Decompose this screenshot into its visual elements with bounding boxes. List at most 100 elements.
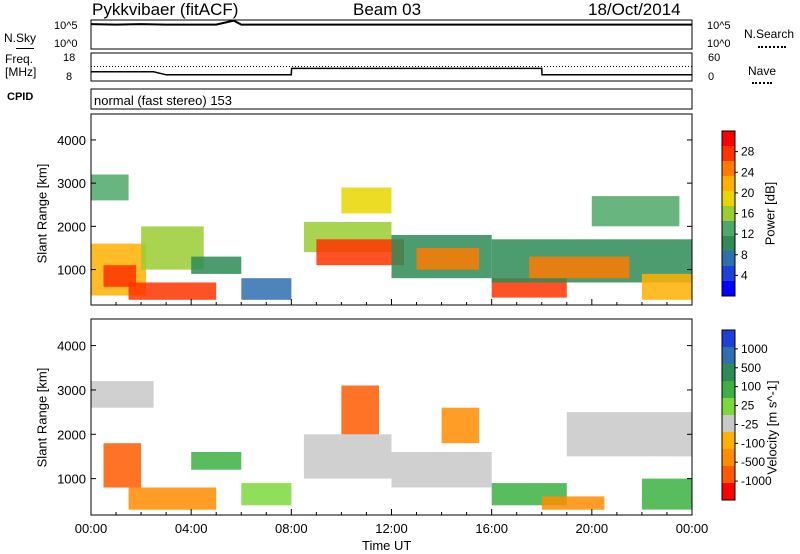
cpid-frame bbox=[90, 88, 693, 110]
power-data-band-14 bbox=[529, 256, 630, 279]
velocity-colorbar-seg-0 bbox=[722, 330, 735, 348]
x-tick-label-3: 12:00 bbox=[375, 521, 408, 536]
power-colorbar-seg-8 bbox=[722, 251, 735, 267]
nsearch-label: N.Search bbox=[744, 27, 795, 41]
velocity-colorbar-seg-5 bbox=[722, 415, 735, 433]
nsky-legend-line bbox=[16, 48, 34, 49]
power-data-band-3 bbox=[128, 282, 217, 300]
power-colorbar-seg-1 bbox=[722, 146, 735, 162]
nsky-tick-bottom: 10^0 bbox=[54, 38, 78, 50]
velocity-ytick-label-2000: 2000 bbox=[57, 427, 86, 442]
power-colorbar-seg-0 bbox=[722, 131, 735, 147]
cpid-value: normal (fast stereo) 153 bbox=[94, 93, 233, 108]
beam-title: Beam 03 bbox=[353, 0, 422, 19]
velocity-colorbar-label-1: 500 bbox=[741, 361, 761, 375]
velocity-colorbar-seg-6 bbox=[722, 432, 735, 450]
power-colorbar-seg-6 bbox=[722, 221, 735, 237]
nsky-tick-top: 10^5 bbox=[54, 20, 78, 32]
power-colorbar-label-4: 12 bbox=[741, 227, 755, 241]
velocity-data-band-2 bbox=[128, 487, 217, 510]
power-ytick-label-4000: 4000 bbox=[57, 133, 86, 148]
x-tick-label-1: 04:00 bbox=[175, 521, 208, 536]
power-data-band-12 bbox=[491, 278, 567, 298]
nave-tick-top: 60 bbox=[708, 52, 721, 64]
velocity-data-band-8 bbox=[441, 407, 480, 444]
nsky-label: N.Sky bbox=[4, 31, 37, 45]
power-data-band-11 bbox=[416, 248, 480, 270]
velocity-data-band-12 bbox=[641, 478, 692, 510]
velocity-colorbar-label-4: -25 bbox=[741, 417, 759, 431]
x-tick-label-4: 16:00 bbox=[475, 521, 508, 536]
velocity-ytick-label-1000: 1000 bbox=[57, 472, 86, 487]
nsearch-legend-line bbox=[758, 46, 786, 48]
power-colorbar-seg-2 bbox=[722, 161, 735, 177]
power-colorbar-label-1: 24 bbox=[741, 165, 755, 179]
velocity-colorbar-frame bbox=[721, 329, 736, 501]
date-title: 18/Oct/2014 bbox=[588, 0, 681, 19]
velocity-colorbar-label-5: -100 bbox=[741, 436, 765, 450]
velocity-ytick-label-3000: 3000 bbox=[57, 383, 86, 398]
power-colorbar-seg-4 bbox=[722, 191, 735, 207]
velocity-colorbar-seg-8 bbox=[722, 466, 735, 484]
power-data-band-9 bbox=[341, 187, 392, 214]
power-data-band-15 bbox=[591, 196, 680, 227]
power-data-band-16 bbox=[641, 273, 692, 300]
velocity-colorbar-seg-7 bbox=[722, 449, 735, 467]
x-axis-label: Time UT bbox=[362, 538, 412, 553]
velocity-colorbar-seg-9 bbox=[722, 483, 735, 501]
freq-tick-bottom: 8 bbox=[66, 71, 73, 83]
x-tick-label-5: 20:00 bbox=[576, 521, 609, 536]
velocity-data-band-3 bbox=[191, 452, 242, 470]
nave-label: Nave bbox=[748, 64, 777, 78]
velocity-data-band-7 bbox=[391, 452, 492, 488]
power-colorbar-label-2: 20 bbox=[741, 186, 755, 200]
velocity-colorbar-seg-3 bbox=[722, 381, 735, 399]
velocity-colorbar-seg-1 bbox=[722, 347, 735, 365]
velocity-data-band-1 bbox=[103, 443, 142, 488]
power-colorbar-label-3: 16 bbox=[741, 207, 755, 221]
velocity-data-band-5 bbox=[303, 434, 392, 479]
power-colorbar-label-5: 8 bbox=[741, 248, 748, 262]
power-colorbar-seg-10 bbox=[722, 281, 735, 297]
power-colorbar-seg-5 bbox=[722, 206, 735, 222]
cpid-label: CPID bbox=[7, 91, 34, 103]
power-ytick-label-3000: 3000 bbox=[57, 176, 86, 191]
x-tick-label-0: 00:00 bbox=[75, 521, 108, 536]
velocity-data-band-10 bbox=[541, 496, 605, 510]
power-colorbar-label-0: 28 bbox=[741, 145, 755, 159]
velocity-colorbar-label-0: 1000 bbox=[741, 342, 768, 356]
nsky-series-line bbox=[90, 19, 692, 26]
freq-unit-label: [MHz] bbox=[5, 65, 37, 79]
power-data-band-2 bbox=[91, 174, 129, 201]
nave-legend-line bbox=[752, 82, 772, 84]
power-colorbar-label-6: 4 bbox=[741, 268, 748, 282]
velocity-colorbar-label-7: -1000 bbox=[741, 474, 772, 488]
velocity-colorbar-label-6: -500 bbox=[741, 455, 765, 469]
nsearch-tick-bottom: 10^0 bbox=[707, 38, 731, 50]
velocity-colorbar-label-2: 100 bbox=[741, 380, 761, 394]
velocity-ytick-label-4000: 4000 bbox=[57, 339, 86, 354]
velocity-colorbar-seg-2 bbox=[722, 364, 735, 382]
power-ytick-label-1000: 1000 bbox=[57, 263, 86, 278]
velocity-data-band-0 bbox=[91, 381, 154, 408]
velocity-data-band-11 bbox=[566, 412, 692, 457]
power-data-band-5 bbox=[191, 256, 242, 274]
freq-tick-top: 18 bbox=[63, 52, 76, 64]
velocity-data-band-4 bbox=[241, 483, 292, 506]
power-colorbar-seg-3 bbox=[722, 176, 735, 192]
velocity-colorbar-label-3: 25 bbox=[741, 399, 755, 413]
nave-tick-bottom: 0 bbox=[708, 71, 715, 83]
x-tick-label-2: 08:00 bbox=[275, 521, 308, 536]
power-data-band-1 bbox=[103, 265, 137, 287]
power-data-band-8 bbox=[316, 239, 404, 266]
power-colorbar-seg-9 bbox=[722, 266, 735, 282]
freq-label: Freq. bbox=[5, 52, 34, 66]
power-data-band-6 bbox=[241, 278, 292, 300]
radar-title: Pykkvibaer (fitACF) bbox=[92, 0, 239, 19]
power-colorbar-seg-7 bbox=[722, 236, 735, 252]
freq-series-line bbox=[91, 67, 692, 76]
power-ytick-label-2000: 2000 bbox=[57, 219, 86, 234]
velocity-data-band-6 bbox=[341, 385, 379, 435]
velocity-colorbar-seg-4 bbox=[722, 398, 735, 416]
